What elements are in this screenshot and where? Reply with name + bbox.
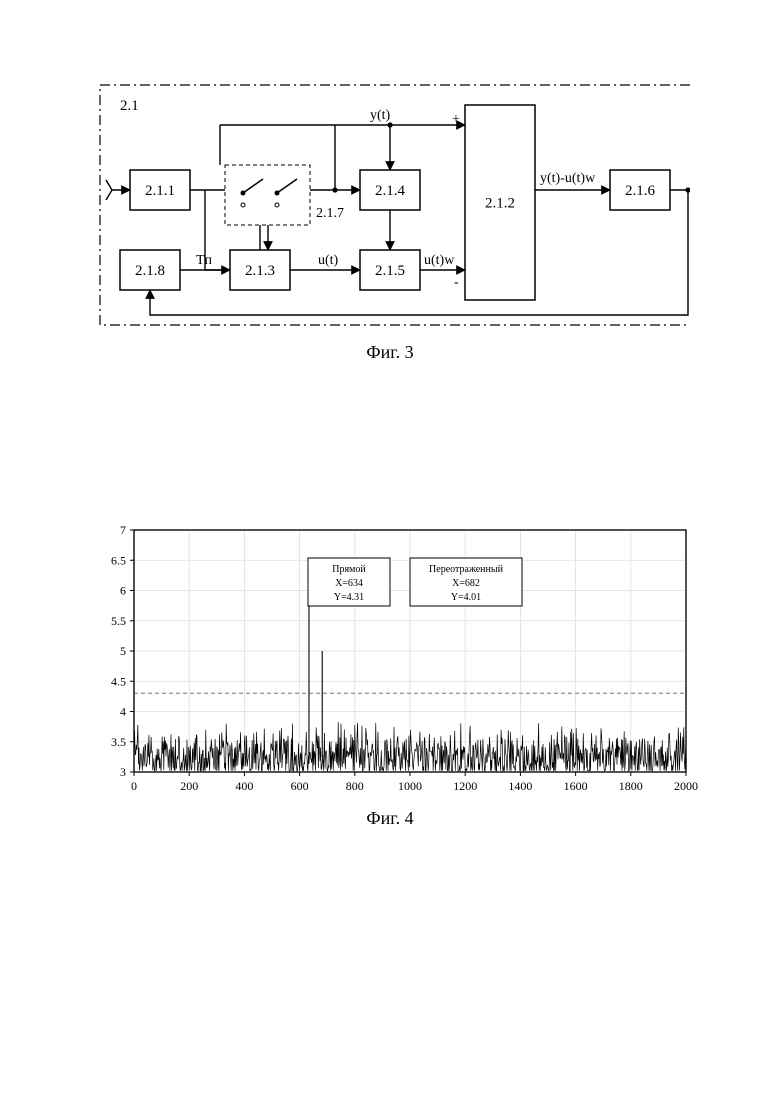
svg-text:Y=4.01: Y=4.01 xyxy=(451,592,481,603)
svg-text:2.1.6: 2.1.6 xyxy=(625,183,656,199)
svg-text:Прямой: Прямой xyxy=(332,564,366,575)
svg-text:u(t)w: u(t)w xyxy=(424,253,455,268)
fig3-diagram: 2.1 2.1.1 2.1.8 2.1.3 2.1.4 2.1.5 2.1.2 2.1.6 2.… xyxy=(90,80,690,330)
svg-text:X=682: X=682 xyxy=(452,578,480,589)
svg-text:600: 600 xyxy=(291,779,309,793)
svg-text:4: 4 xyxy=(120,705,126,719)
svg-text:2.1.1: 2.1.1 xyxy=(145,183,175,199)
svg-text:2.1.4: 2.1.4 xyxy=(375,183,406,199)
corner-label: 2.1 xyxy=(120,98,139,114)
svg-text:3.5: 3.5 xyxy=(111,735,126,749)
page: 2.1 2.1.1 2.1.8 2.1.3 2.1.4 2.1.5 2.1.2 2.1.6 2.… xyxy=(0,0,780,1099)
svg-text:7: 7 xyxy=(120,523,126,537)
svg-text:800: 800 xyxy=(346,779,364,793)
svg-text:2.1.5: 2.1.5 xyxy=(375,263,405,279)
svg-text:5: 5 xyxy=(120,644,126,658)
svg-text:Переотраженный: Переотраженный xyxy=(429,564,504,575)
svg-text:2.1.7: 2.1.7 xyxy=(316,206,344,221)
svg-text:1800: 1800 xyxy=(619,779,643,793)
svg-text:400: 400 xyxy=(235,779,253,793)
svg-text:u(t): u(t) xyxy=(318,253,339,268)
svg-text:y(t): y(t) xyxy=(370,108,391,123)
svg-text:200: 200 xyxy=(180,779,198,793)
svg-text:2.1.2: 2.1.2 xyxy=(485,196,515,212)
svg-text:1400: 1400 xyxy=(508,779,532,793)
svg-text:Tп: Tп xyxy=(196,253,213,268)
svg-text:5.5: 5.5 xyxy=(111,614,126,628)
svg-text:2.1.3: 2.1.3 xyxy=(245,263,275,279)
fig4-chart: 3 3.5 4 4.5 5 5.5 6 6.5 7 0 200 400 600 800 1000 1200 14… xyxy=(88,520,698,800)
svg-text:+: + xyxy=(452,112,460,127)
svg-text:2.1.8: 2.1.8 xyxy=(135,263,165,279)
svg-text:X=634: X=634 xyxy=(335,578,363,589)
svg-text:Y=4.31: Y=4.31 xyxy=(334,592,364,603)
svg-text:1000: 1000 xyxy=(398,779,422,793)
svg-text:1200: 1200 xyxy=(453,779,477,793)
svg-text:6.5: 6.5 xyxy=(111,553,126,567)
svg-text:3: 3 xyxy=(120,765,126,779)
fig4-caption: Фиг. 4 xyxy=(0,808,780,829)
svg-text:2000: 2000 xyxy=(674,779,698,793)
fig3-caption: Фиг. 3 xyxy=(0,342,780,363)
svg-text:-: - xyxy=(454,275,459,290)
svg-text:1600: 1600 xyxy=(564,779,588,793)
svg-text:4.5: 4.5 xyxy=(111,674,126,688)
svg-text:y(t)-u(t)w: y(t)-u(t)w xyxy=(540,171,596,186)
svg-text:6: 6 xyxy=(120,584,126,598)
svg-text:0: 0 xyxy=(131,779,137,793)
